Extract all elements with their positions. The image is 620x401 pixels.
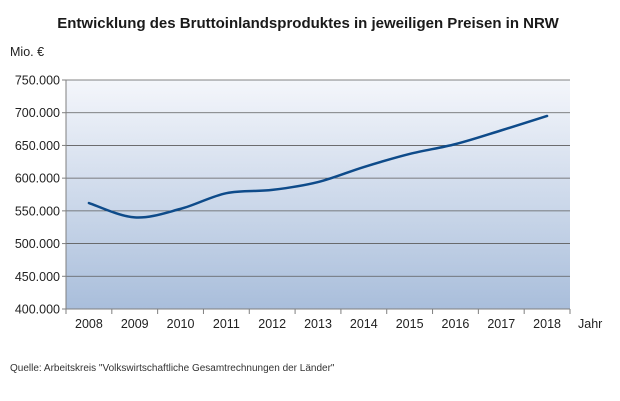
chart-title: Entwicklung des Bruttoinlandsproduktes i… (57, 15, 559, 32)
y-tick-label: 450.000 (15, 270, 60, 284)
y-tick-label: 400.000 (15, 303, 60, 317)
x-tick-label: 2014 (350, 317, 378, 331)
x-axis-label: Jahr (578, 317, 602, 331)
x-tick-label: 2016 (442, 317, 470, 331)
x-tick-label: 2011 (213, 317, 240, 331)
x-tick-label: 2012 (258, 317, 286, 331)
y-axis-ticks: 400.000 450.000 500.000 550.000 600.000 650.0… (15, 74, 66, 317)
x-axis-ticks: 2008 2009 2010 2011 2012 2013 2014 2015 2016 2017… (65, 309, 571, 331)
x-tick-label: 2009 (121, 317, 149, 331)
plot-area (66, 80, 570, 309)
y-tick-label: 750.000 (15, 74, 60, 88)
y-tick-label: 500.000 (15, 237, 60, 251)
source-note: Quelle: Arbeitskreis "Volkswirtschaftlic… (10, 363, 335, 374)
y-tick-label: 550.000 (15, 204, 60, 218)
x-tick-label: 2013 (304, 317, 332, 331)
y-axis-label: Mio. € (10, 45, 44, 59)
x-tick-label: 2017 (487, 317, 515, 331)
y-tick-label: 700.000 (15, 106, 60, 120)
x-tick-label: 2008 (75, 317, 103, 331)
grid-lines (66, 79, 570, 277)
x-tick-label: 2018 (533, 317, 561, 331)
series-line-bip (87, 114, 549, 219)
y-tick-label: 650.000 (15, 139, 60, 153)
y-tick-label: 600.000 (15, 172, 60, 186)
x-tick-label: 2015 (396, 317, 424, 331)
x-tick-label: 2010 (167, 317, 195, 331)
